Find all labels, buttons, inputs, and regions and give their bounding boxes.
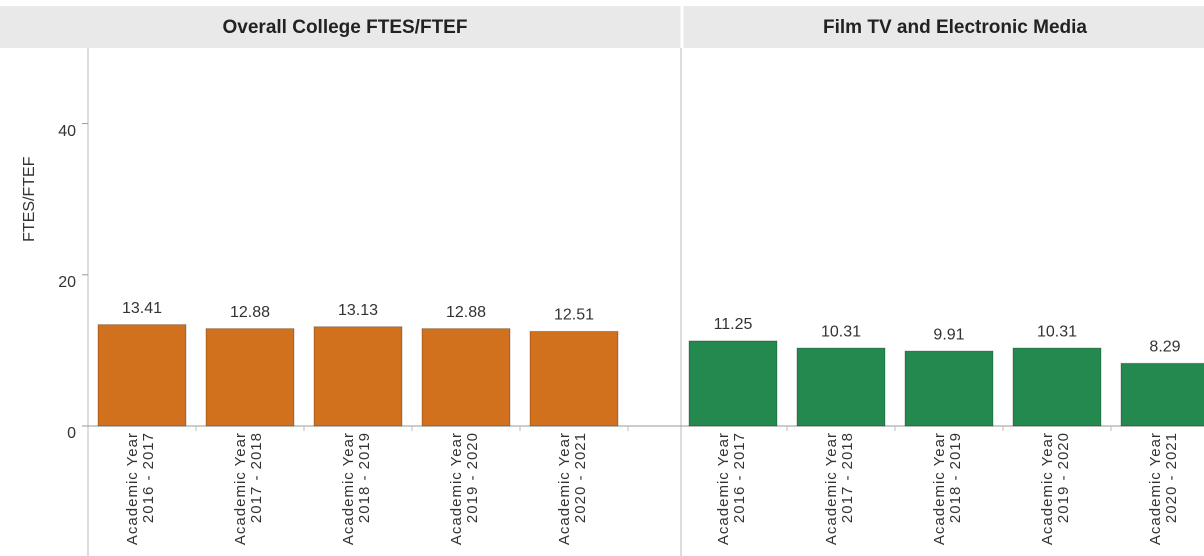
x-tick-label: Academic Year 2018 - 2019 xyxy=(340,432,373,546)
x-tick-label: Academic Year 2016 - 2017 xyxy=(124,432,157,546)
value-label: 13.41 xyxy=(122,300,162,317)
header-band xyxy=(0,6,1204,48)
y-tick-label: 40 xyxy=(58,123,76,140)
value-label: 12.88 xyxy=(230,304,270,321)
bar xyxy=(97,324,187,427)
y-tick-label: 0 xyxy=(67,425,76,442)
bar xyxy=(1012,347,1102,427)
value-label: 10.31 xyxy=(1037,323,1077,340)
value-label: 13.13 xyxy=(338,302,378,319)
y-axis-label: FTES/FTEF xyxy=(21,156,38,242)
bar xyxy=(205,328,295,427)
value-label: 10.31 xyxy=(821,323,861,340)
x-tick-label: Academic Year 2018 - 2019 xyxy=(931,432,964,546)
y-tick-label: 20 xyxy=(58,274,76,291)
x-tick-label: Academic Year 2020 - 2021 xyxy=(556,432,589,546)
x-tick-label: Academic Year 2017 - 2018 xyxy=(823,432,856,546)
x-tick-label: Academic Year 2019 - 2020 xyxy=(1039,432,1072,546)
panel-title: Overall College FTES/FTEF xyxy=(223,17,468,38)
bar xyxy=(1120,362,1204,427)
bar xyxy=(688,340,778,427)
value-label: 12.88 xyxy=(446,304,486,321)
x-tick-label: Academic Year 2019 - 2020 xyxy=(448,432,481,546)
value-label: 8.29 xyxy=(1149,339,1180,356)
x-tick-label: Academic Year 2016 - 2017 xyxy=(715,432,748,546)
value-label: 9.91 xyxy=(933,326,964,343)
x-tick-label: Academic Year 2020 - 2021 xyxy=(1147,432,1180,546)
bar xyxy=(904,350,994,427)
value-label: 11.25 xyxy=(714,316,753,333)
bar xyxy=(421,328,511,427)
value-label: 12.51 xyxy=(554,307,594,324)
bar xyxy=(796,347,886,427)
bar xyxy=(313,326,403,427)
bar xyxy=(529,330,619,427)
panel-title: Film TV and Electronic Media xyxy=(823,17,1087,38)
x-tick-label: Academic Year 2017 - 2018 xyxy=(232,432,265,546)
